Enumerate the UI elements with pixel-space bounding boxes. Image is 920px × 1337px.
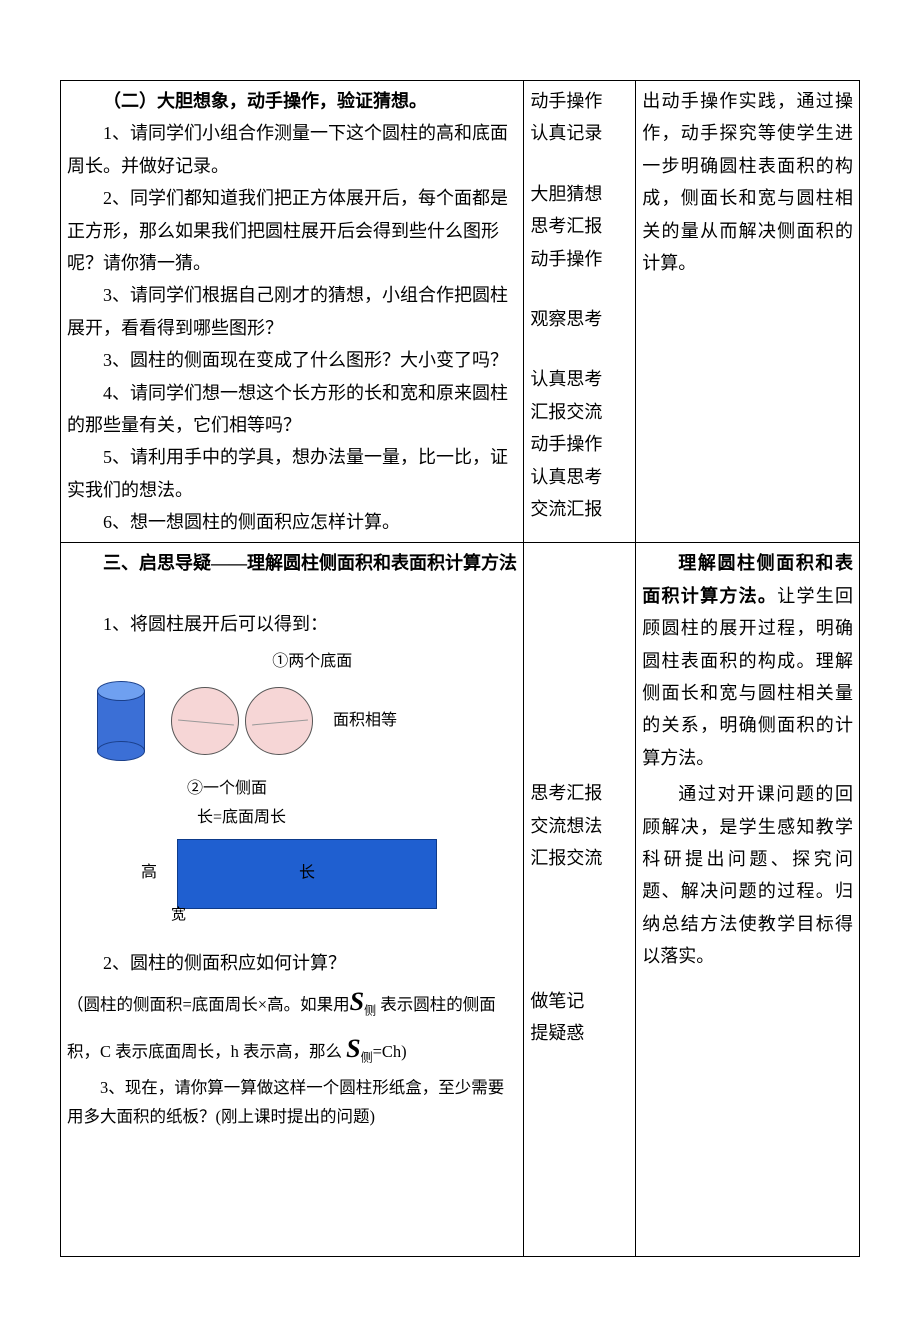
formula-subscript: 侧 [364, 1003, 376, 1017]
unfolded-rectangle: 高 长 宽 [147, 839, 447, 909]
diagram-label-one-side: ②一个侧面 [187, 775, 517, 804]
activity: 思考汇报 [530, 210, 629, 242]
section-heading-2: 三、启思导疑——理解圆柱侧面积和表面积计算方法 [67, 547, 517, 579]
activity: 动手操作 [530, 85, 629, 117]
activity: 汇报交流 [530, 396, 629, 428]
activity: 做笔记 [530, 985, 629, 1017]
intent-body-2: 通过对开课问题的回顾解决，是学生感知教学科研提出问题、探究问题、解决问题的过程。… [642, 778, 853, 972]
activity: 认真思考 [530, 363, 629, 395]
section-heading-1: （二）大胆想象，动手操作，验证猜想。 [67, 85, 517, 117]
paragraph: 1、将圆柱展开后可以得到： [67, 608, 517, 640]
intent-text-2: 理解圆柱侧面积和表面积计算方法。让学生回顾圆柱的展开过程，明确圆柱表面积的构成。… [642, 547, 853, 774]
activity: 交流想法 [530, 810, 629, 842]
diagram-label-length: 长 [299, 859, 315, 888]
activity: 交流汇报 [530, 493, 629, 525]
diagram-label-len-eq: 长=底面周长 [197, 804, 517, 833]
table-row: 三、启思导疑——理解圆柱侧面积和表面积计算方法 1、将圆柱展开后可以得到： ①两… [61, 543, 860, 1257]
activity: 大胆猜想 [530, 178, 629, 210]
activity: 提疑惑 [530, 1017, 629, 1049]
circle-icon [171, 687, 239, 755]
cylinder-unfold-diagram: ①两个底面 面积相等 [67, 648, 517, 908]
paragraph: 2、圆柱的侧面积应如何计算？ [67, 947, 517, 979]
paragraph: 4、请同学们想一想这个长方形的长和宽和原来圆柱的那些量有关，它们相等吗？ [67, 377, 517, 442]
diagram-label-width: 宽 [171, 902, 186, 929]
lesson-table: （二）大胆想象，动手操作，验证猜想。 1、请同学们小组合作测量一下这个圆柱的高和… [60, 80, 860, 1257]
content-cell-1: （二）大胆想象，动手操作，验证猜想。 1、请同学们小组合作测量一下这个圆柱的高和… [61, 81, 524, 543]
paragraph: 3、现在，请你算一算做这样一个圆柱形纸盒，至少需要用多大面积的纸板？(刚上课时提… [67, 1073, 517, 1132]
paragraph: 2、同学们都知道我们把正方体展开后，每个面都是正方形，那么如果我们把圆柱展开后会… [67, 182, 517, 279]
table-row: （二）大胆想象，动手操作，验证猜想。 1、请同学们小组合作测量一下这个圆柱的高和… [61, 81, 860, 543]
formula-s-symbol: S [350, 987, 364, 1016]
intent-cell-1: 出动手操作实践，通过操作，动手探究等使学生进一步明确圆柱表面积的构成，侧面长和宽… [636, 81, 860, 543]
activity: 认真思考 [530, 461, 629, 493]
formula-text-a: （圆柱的侧面积=底面周长×高。如果用 [67, 995, 350, 1014]
formula-text-c: =Ch) [373, 1042, 407, 1061]
intent-body-1: 让学生回顾圆柱的展开过程，明确圆柱表面积的构成。理解侧面长和宽与圆柱相关量的关系… [642, 586, 853, 768]
intent-text: 出动手操作实践，通过操作，动手探究等使学生进一步明确圆柱表面积的构成，侧面长和宽… [642, 85, 853, 279]
paragraph: 3、圆柱的侧面现在变成了什么图形？大小变了吗？ [67, 344, 517, 376]
activity-cell-1: 动手操作 认真记录 大胆猜想 思考汇报 动手操作 观察思考 认真思考 汇报交流 … [524, 81, 636, 543]
intent-cell-2: 理解圆柱侧面积和表面积计算方法。让学生回顾圆柱的展开过程，明确圆柱表面积的构成。… [636, 543, 860, 1257]
activity: 思考汇报 [530, 777, 629, 809]
activity: 认真记录 [530, 117, 629, 149]
activity-cell-2: 思考汇报 交流想法 汇报交流 做笔记 提疑惑 [524, 543, 636, 1257]
circle-icon [245, 687, 313, 755]
paragraph: 5、请利用手中的学具，想办法量一量，比一比，证实我们的想法。 [67, 441, 517, 506]
activity: 观察思考 [530, 303, 629, 335]
activity: 动手操作 [530, 428, 629, 460]
activity: 汇报交流 [530, 842, 629, 874]
formula-paragraph: （圆柱的侧面积=底面周长×高。如果用S侧 表示圆柱的侧面积，C 表示底面周长，h… [67, 979, 517, 1073]
paragraph: 3、请同学们根据自己刚才的猜想，小组合作把圆柱展开，看看得到哪些图形？ [67, 279, 517, 344]
activity: 动手操作 [530, 243, 629, 275]
paragraph: 6、想一想圆柱的侧面积应怎样计算。 [67, 506, 517, 538]
paragraph: 1、请同学们小组合作测量一下这个圆柱的高和底面周长。并做好记录。 [67, 117, 517, 182]
cylinder-icon [97, 681, 145, 761]
two-circles [171, 687, 313, 755]
diagram-label-height: 高 [141, 859, 157, 888]
content-cell-2: 三、启思导疑——理解圆柱侧面积和表面积计算方法 1、将圆柱展开后可以得到： ①两… [61, 543, 524, 1257]
diagram-label-two-bases: ①两个底面 [107, 648, 517, 677]
formula-subscript: 侧 [361, 1050, 373, 1064]
diagram-label-area-equal: 面积相等 [333, 707, 397, 736]
formula-s-symbol: S [346, 1034, 360, 1063]
